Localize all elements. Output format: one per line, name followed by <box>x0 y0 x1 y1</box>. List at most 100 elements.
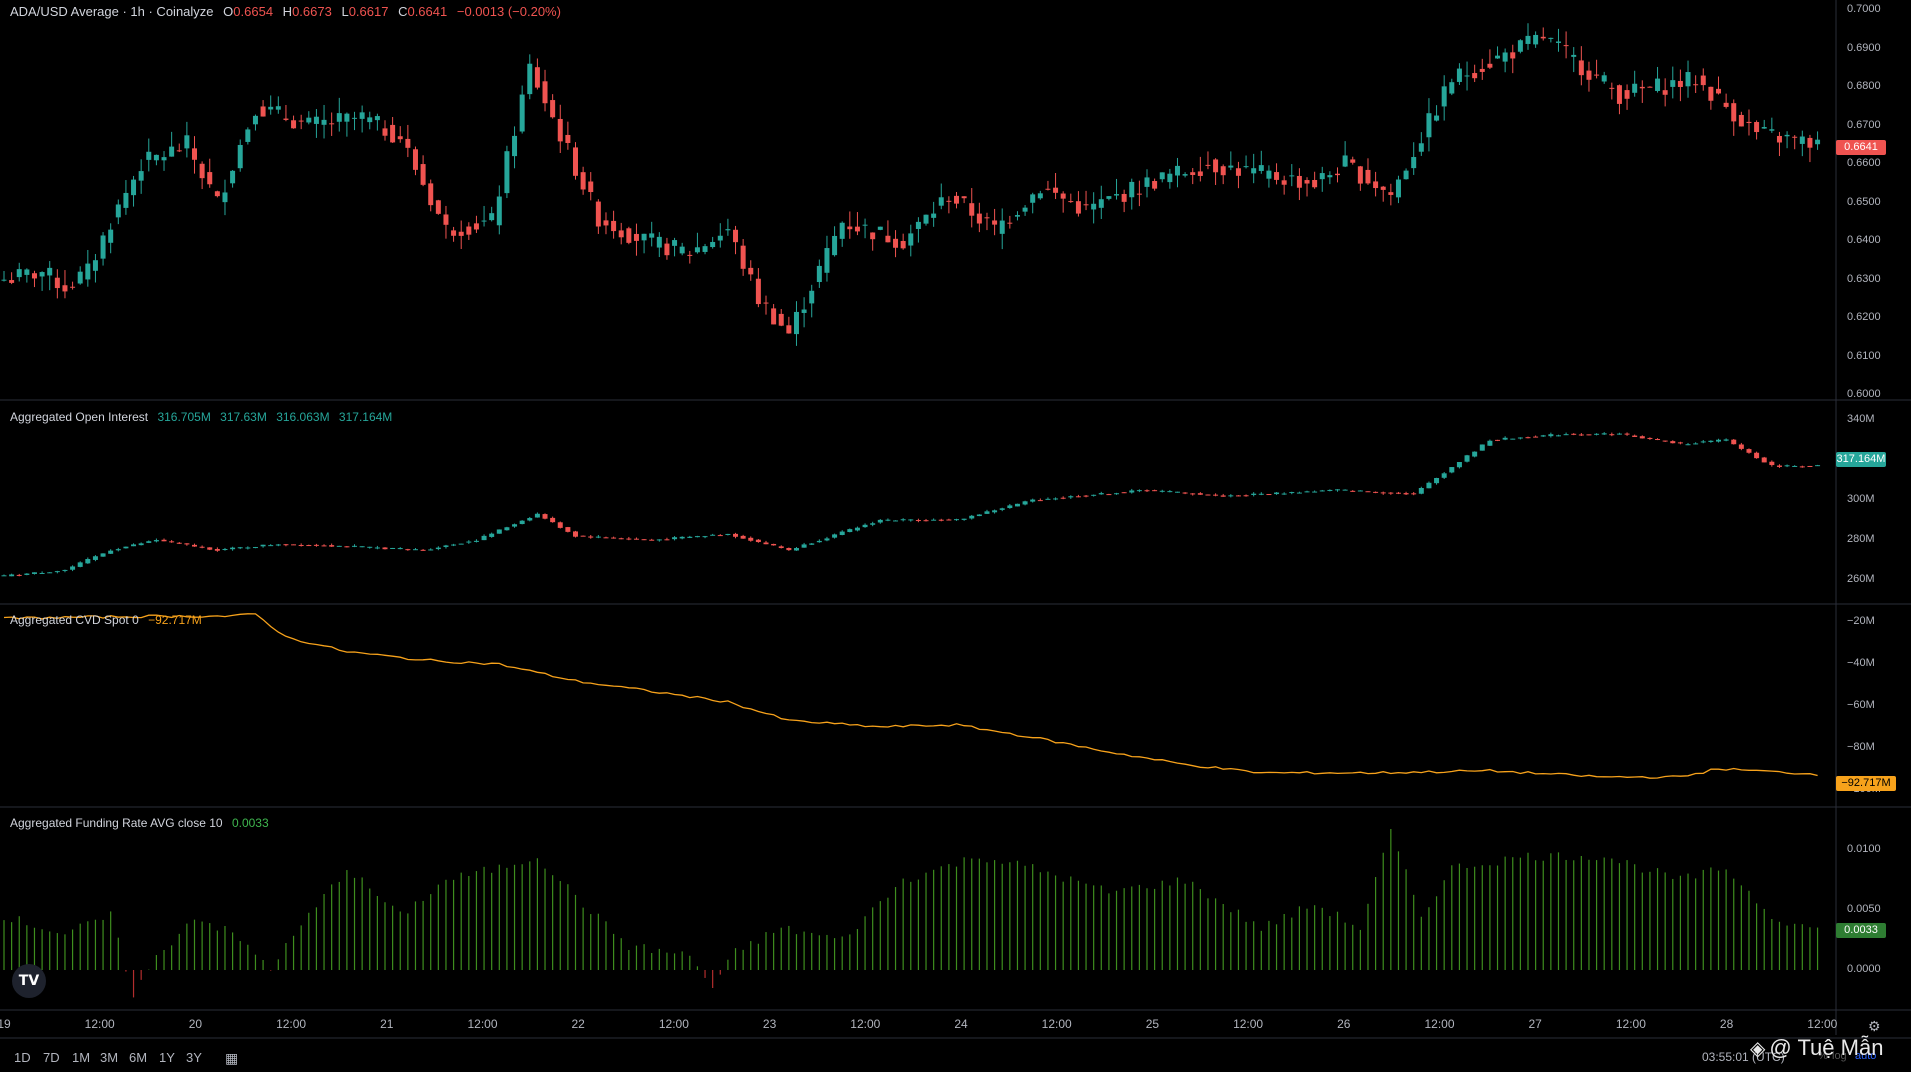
oi-candle-body <box>923 520 929 522</box>
oi-candle-body <box>969 515 975 519</box>
price-candle-body <box>771 308 777 325</box>
price-candle-body <box>1395 179 1401 198</box>
axis-tick-label: 0.6400 <box>1847 234 1881 246</box>
oi-candle-body <box>1555 435 1561 437</box>
oi-candle-body <box>809 543 815 545</box>
price-candle-body <box>1784 134 1790 137</box>
oi-candle-body <box>649 539 655 541</box>
time-tick-label: 12:00 <box>850 1017 881 1031</box>
tf-1d[interactable]: 1D <box>14 1050 31 1065</box>
price-candle-body <box>1274 172 1280 180</box>
tf-3y[interactable]: 3Y <box>186 1050 202 1065</box>
price-candle-body <box>1289 175 1295 177</box>
oi-candle-body <box>1220 495 1226 497</box>
price-candle-body <box>595 201 601 227</box>
oi-candle-body <box>100 553 106 557</box>
symbol-title[interactable]: ADA/USD Average · 1h · Coinalyze <box>10 4 214 19</box>
price-candle-body <box>702 246 708 252</box>
price-candle-body <box>123 192 129 208</box>
calendar-icon[interactable]: ▦ <box>225 1050 239 1066</box>
price-candle-body <box>1464 75 1470 77</box>
oi-candle-body <box>115 549 121 551</box>
oi-candle-body <box>397 548 403 550</box>
oi-candle-body <box>1616 433 1622 435</box>
price-candle-body <box>801 309 807 313</box>
watermark: ◈ @ Tuệ Mẫn <box>1750 1035 1883 1061</box>
percent-toggle[interactable]: % <box>1818 1050 1828 1062</box>
oi-candle-body <box>1510 438 1516 440</box>
price-candle-body <box>1594 74 1600 76</box>
log-toggle[interactable]: log <box>1832 1050 1847 1062</box>
tf-6m[interactable]: 6M <box>129 1050 148 1065</box>
price-candle-body <box>626 228 632 243</box>
oi-candle-body <box>1403 493 1409 495</box>
time-tick-label: 25 <box>1145 1017 1160 1031</box>
oi-candle-body <box>588 536 594 538</box>
oi-candle-body <box>169 541 175 543</box>
price-candle-body <box>527 63 533 95</box>
cvd-price-tag: −92.717M <box>1836 776 1896 791</box>
oi-candle-body <box>1487 440 1493 446</box>
price-candle-body <box>1235 168 1241 176</box>
tradingview-logo[interactable]: TV <box>12 964 46 998</box>
oi-candle-body <box>1365 491 1371 493</box>
price-candle-body <box>1441 86 1447 107</box>
watermark-text: @ Tuệ Mẫn <box>1769 1035 1884 1060</box>
oi-candle-body <box>1304 491 1310 493</box>
last-price-tag: 0.6641 <box>1836 140 1886 155</box>
price-candle-body <box>1350 159 1356 163</box>
oi-candle-body <box>1075 496 1081 498</box>
oi-candle-body <box>412 549 418 551</box>
price-candle-body <box>1144 177 1150 187</box>
price-candle-body <box>816 265 822 283</box>
oi-candle-body <box>1632 435 1638 437</box>
oi-candle-body <box>39 572 45 574</box>
time-tick-label: 24 <box>954 1017 968 1031</box>
oi-candles <box>1 432 1821 577</box>
cvd-title[interactable]: Aggregated CVD Spot 0 <box>10 613 139 627</box>
time-tick-label: 12:00 <box>1424 1017 1455 1031</box>
price-candle-body <box>694 247 700 253</box>
oi-candle-body <box>1784 465 1790 467</box>
oi-candle-body <box>31 572 37 574</box>
price-candle-body <box>62 285 68 292</box>
auto-toggle[interactable]: auto <box>1855 1050 1877 1062</box>
price-candle-body <box>1693 84 1699 86</box>
price-candle-body <box>1746 121 1752 124</box>
price-candle-body <box>1266 170 1272 179</box>
time-tick-label: 12:00 <box>1233 1017 1264 1031</box>
oi-candle-body <box>893 520 899 522</box>
tf-3m[interactable]: 3M <box>100 1050 119 1065</box>
oi-candle-body <box>1723 439 1729 441</box>
oi-candle-body <box>1434 478 1440 484</box>
axis-tick-label: −80M <box>1847 740 1875 753</box>
oi-candle-body <box>1502 437 1508 440</box>
time-tick-label: 23 <box>762 1017 777 1031</box>
axis-tick-label: 0.6100 <box>1847 349 1881 362</box>
oi-candle-body <box>443 545 449 547</box>
price-candle-body <box>1205 164 1211 166</box>
fr-title[interactable]: Aggregated Funding Rate AVG close 10 <box>10 816 223 830</box>
price-candle-body <box>184 135 190 149</box>
price-candle-body <box>1182 174 1188 176</box>
utc-clock[interactable]: 03:55:01 (UTC) <box>1702 1050 1785 1064</box>
time-tick-label: 20 <box>188 1017 203 1031</box>
tf-1y[interactable]: 1Y <box>159 1050 175 1065</box>
tf-7d[interactable]: 7D <box>43 1050 60 1065</box>
oi-candle-body <box>336 545 342 547</box>
price-candle-body <box>1319 173 1325 180</box>
price-candle-body <box>633 233 639 241</box>
cvd-line <box>3 613 1818 779</box>
axis-tick-label: 300M <box>1847 493 1875 505</box>
price-candle-body <box>146 151 152 160</box>
binance-diamond-icon: ◈ <box>1750 1038 1766 1060</box>
oi-title[interactable]: Aggregated Open Interest <box>10 410 149 424</box>
oi-candle-body <box>946 519 952 521</box>
tf-1m[interactable]: 1M <box>72 1050 91 1065</box>
oi-candle-body <box>131 544 137 547</box>
price-candle-body <box>352 117 358 119</box>
low-label: L <box>341 4 349 19</box>
settings-gear-icon[interactable]: ⚙ <box>1868 1018 1881 1034</box>
oi-candle-body <box>1281 493 1287 495</box>
